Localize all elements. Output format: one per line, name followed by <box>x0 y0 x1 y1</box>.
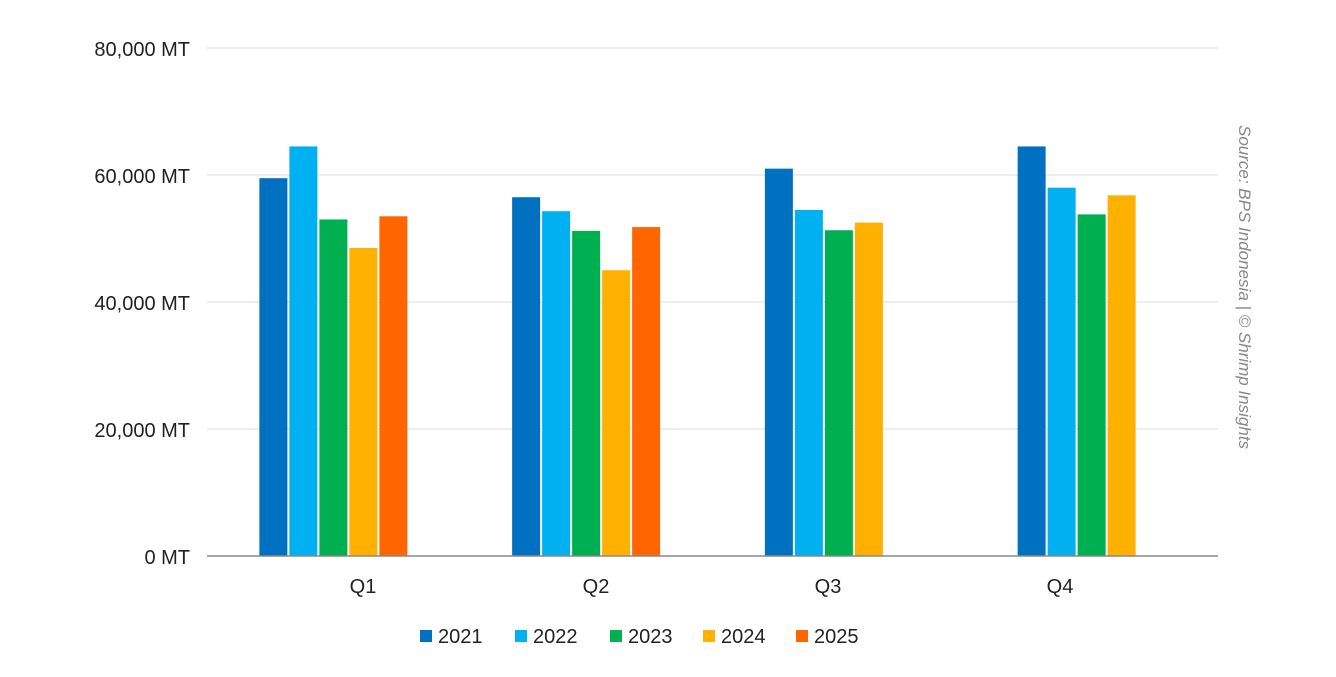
x-tick-label: Q2 <box>583 576 610 598</box>
y-tick-label: 0 MT <box>144 547 190 569</box>
bars <box>259 146 1136 557</box>
bar-q2-2024 <box>602 270 631 556</box>
legend-swatch-2024 <box>703 630 715 642</box>
legend-swatch-2025 <box>796 630 808 642</box>
legend-swatch-2021 <box>420 630 432 642</box>
bar-q2-2023 <box>572 230 601 556</box>
bar-q2-2025 <box>632 227 661 556</box>
bar-q3-2021 <box>764 168 793 556</box>
x-tick-label: Q4 <box>1047 576 1074 598</box>
bar-q2-2021 <box>512 197 541 556</box>
y-axis-tick-labels: 0 MT 20,000 MT 40,000 MT 60,000 MT 80,00… <box>94 39 190 569</box>
legend-swatch-2022 <box>515 630 527 642</box>
legend-label-2021: 2021 <box>438 626 483 648</box>
y-tick-label: 20,000 MT <box>94 420 190 442</box>
bar-q2-2022 <box>542 211 571 556</box>
bar-q1-2021 <box>259 178 288 557</box>
x-tick-label: Q1 <box>350 576 377 598</box>
legend-label-2022: 2022 <box>533 626 578 648</box>
legend-label-2025: 2025 <box>814 626 859 648</box>
x-tick-label: Q3 <box>815 576 842 598</box>
legend-label-2024: 2024 <box>721 626 766 648</box>
x-axis-tick-labels: Q1 Q2 Q3 Q4 <box>350 576 1074 598</box>
bar-q3-2023 <box>824 230 853 556</box>
bar-q4-2021 <box>1017 146 1046 557</box>
bar-q1-2023 <box>319 219 348 556</box>
bar-q1-2022 <box>289 146 318 557</box>
y-tick-label: 80,000 MT <box>94 39 190 61</box>
legend-label-2023: 2023 <box>628 626 673 648</box>
bar-q4-2022 <box>1047 187 1076 556</box>
legend-swatch-2023 <box>610 630 622 642</box>
y-tick-label: 60,000 MT <box>94 166 190 188</box>
bar-q4-2023 <box>1077 214 1106 556</box>
bar-q1-2024 <box>349 248 378 556</box>
bar-q1-2025 <box>379 216 408 556</box>
bar-q3-2022 <box>794 209 823 557</box>
bar-q3-2024 <box>854 222 883 556</box>
y-tick-label: 40,000 MT <box>94 293 190 315</box>
source-note: Source: BPS Indonesia | © Shrimp Insight… <box>1235 125 1254 450</box>
bar-q4-2024 <box>1107 195 1136 556</box>
legend: 2021 2022 2023 2024 2025 <box>420 626 859 648</box>
